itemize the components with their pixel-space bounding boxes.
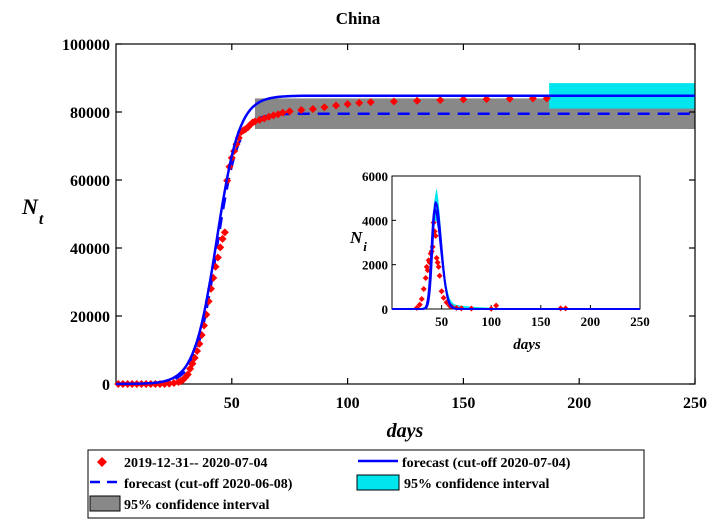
inset-data-point bbox=[432, 232, 439, 239]
legend-marker-data bbox=[97, 457, 107, 467]
inset-data-point bbox=[438, 288, 445, 295]
legend-label-forecast-0704: forecast (cut-off 2020-07-04) bbox=[402, 456, 571, 471]
data-point bbox=[355, 98, 364, 107]
inset-data-point bbox=[424, 267, 431, 274]
y-tick-label: 60000 bbox=[70, 173, 110, 190]
x-tick-label: 100 bbox=[336, 395, 360, 412]
y-axis-label: Nt bbox=[21, 194, 44, 228]
inset-y-axis-label: Ni bbox=[349, 228, 367, 254]
main-plot-frame bbox=[115, 43, 696, 385]
inset-x-tick-label: 250 bbox=[630, 314, 650, 329]
x-tick-label: 250 bbox=[683, 395, 707, 412]
inset-y-tick-label: 6000 bbox=[362, 169, 388, 184]
data-point bbox=[308, 104, 317, 113]
inset-data-point bbox=[433, 255, 440, 262]
y-tick-label: 40000 bbox=[70, 241, 110, 258]
inset-data-point bbox=[440, 294, 447, 301]
legend-label-ci-cyan: 95% confidence interval bbox=[404, 477, 550, 492]
inset-data-point bbox=[436, 272, 443, 279]
chart-title: China bbox=[336, 9, 381, 28]
data-point bbox=[183, 370, 192, 379]
data-point bbox=[213, 253, 222, 262]
legend-marker-ci-cyan bbox=[356, 474, 400, 491]
x-tick-label: 150 bbox=[451, 395, 475, 412]
inset-x-axis-label: days bbox=[513, 337, 541, 353]
inset-x-tick-label: 100 bbox=[481, 314, 501, 329]
main-series bbox=[114, 94, 695, 388]
data-point bbox=[218, 234, 227, 243]
data-point bbox=[332, 101, 341, 110]
legend-marker-ci-gray bbox=[89, 495, 121, 512]
data-point bbox=[436, 96, 445, 105]
inset-data-point bbox=[420, 286, 427, 293]
inset-chart: 0 2000 4000 6000 50 100 150 200 250 Ni days bbox=[349, 169, 650, 353]
inset-data-point bbox=[422, 274, 429, 281]
data-point bbox=[389, 97, 398, 106]
y-tick-label: 100000 bbox=[62, 37, 110, 54]
inset-y-tick-label: 4000 bbox=[362, 213, 388, 228]
data-point bbox=[482, 95, 491, 104]
inset-forecast-b bbox=[392, 207, 640, 310]
data-point bbox=[366, 98, 375, 107]
inset-data-point bbox=[418, 296, 425, 303]
inset-y-tick-label: 2000 bbox=[362, 258, 388, 273]
main-confidence-bands bbox=[254, 83, 695, 129]
x-axis-label: days bbox=[387, 420, 424, 442]
x-tick-label: 200 bbox=[567, 395, 591, 412]
data-point bbox=[220, 228, 229, 237]
inset-data-point bbox=[434, 259, 441, 266]
data-point bbox=[278, 108, 287, 117]
data-point bbox=[413, 96, 422, 105]
data-point bbox=[459, 95, 468, 104]
series-forecast-0704 bbox=[116, 94, 695, 386]
legend-label-forecast-0608: forecast (cut-off 2020-06-08) bbox=[124, 477, 293, 492]
inset-data-point bbox=[493, 302, 500, 309]
y-tick-label: 20000 bbox=[70, 309, 110, 326]
data-point bbox=[297, 105, 306, 114]
data-point bbox=[216, 243, 225, 252]
data-point bbox=[285, 107, 294, 116]
data-point bbox=[320, 103, 329, 112]
legend-label-data: 2019-12-31-- 2020-07-04 bbox=[124, 456, 267, 471]
legend-label-ci-gray: 95% confidence interval bbox=[124, 498, 270, 513]
series-forecast-0608 bbox=[116, 112, 695, 386]
inset-x-tick-label: 200 bbox=[581, 314, 601, 329]
inset-axis-ticks: 0 2000 4000 6000 50 100 150 200 250 bbox=[362, 169, 650, 329]
inset-data-point bbox=[416, 301, 423, 308]
inset-data-point bbox=[435, 263, 442, 270]
x-tick-label: 50 bbox=[224, 395, 240, 412]
data-point bbox=[343, 100, 352, 109]
data-point bbox=[188, 359, 197, 368]
y-tick-label: 80000 bbox=[70, 105, 110, 122]
inset-y-tick-label: 0 bbox=[382, 302, 389, 317]
y-tick-label: 0 bbox=[102, 377, 110, 394]
inset-x-tick-label: 50 bbox=[435, 314, 448, 329]
legend: 2019-12-31-- 2020-07-04 forecast (cut-of… bbox=[87, 449, 645, 519]
inset-x-tick-label: 150 bbox=[531, 314, 551, 329]
inset-series bbox=[392, 200, 640, 312]
